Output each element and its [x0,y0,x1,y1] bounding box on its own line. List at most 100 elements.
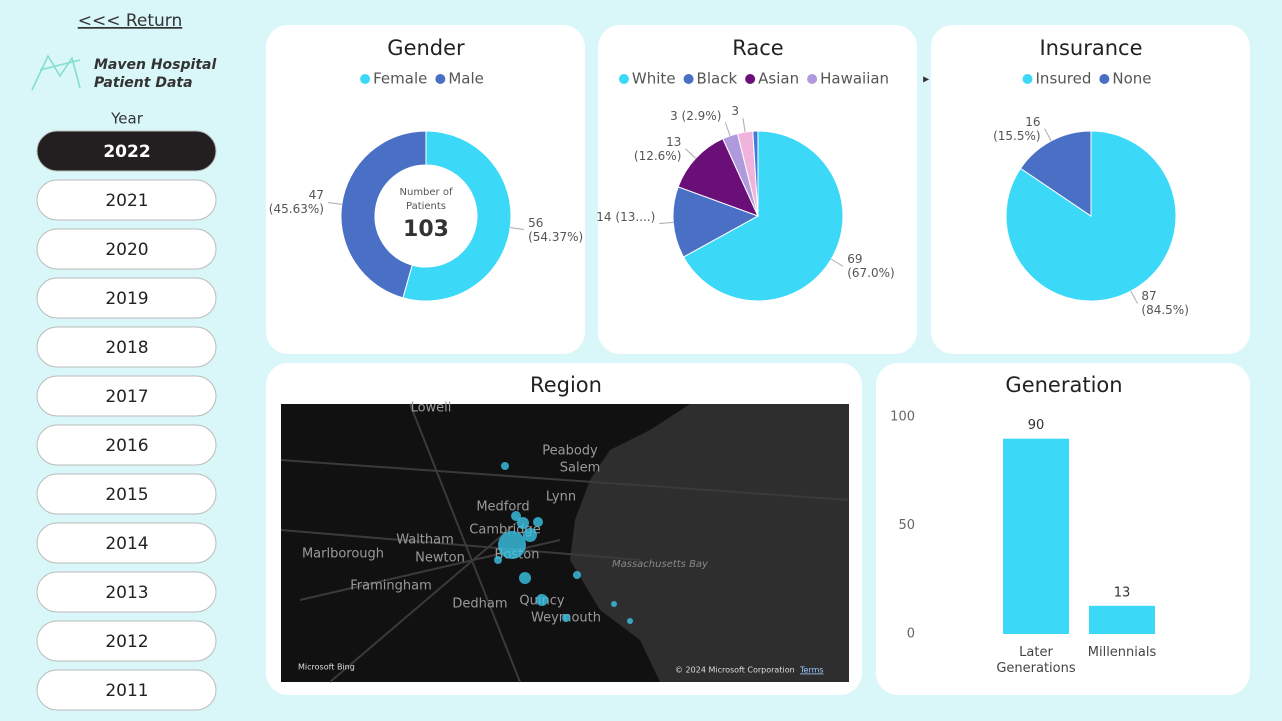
map-place: Marlborough [302,547,384,562]
x-tick-label: Millennials [1087,645,1157,660]
data-label-box: 69 (67.0%) [847,252,895,281]
map-point [494,556,502,564]
chart-title: Region [530,373,602,397]
year-button[interactable] [36,375,217,417]
year-button[interactable] [36,130,217,172]
leader-line [830,258,844,267]
year-label: Year [110,110,144,128]
data-label: 69 (67.0%) [847,252,895,281]
year-button[interactable] [36,228,217,270]
map-attribution: Microsoft Bing [298,663,355,672]
return-link[interactable]: <<< Return [78,11,183,31]
map-copyright: © 2024 Microsoft Corporation [675,666,795,675]
map-place: Peabody [542,444,598,459]
legend-label: Female [373,70,427,88]
year-button[interactable] [36,669,217,711]
data-label-box: 3 (2.9%) [670,109,721,123]
year-button[interactable] [36,179,217,221]
chart-title: Race [732,36,783,60]
legend-label: Male [448,70,484,88]
center-label: Number of Patients [399,187,453,212]
y-tick-label: 50 [898,518,915,533]
map-place: Medford [476,500,529,515]
slice [752,130,759,217]
chart-title: Generation [1005,373,1122,397]
map-point [611,601,617,607]
leader-line [659,221,674,225]
map-place: Dedham [452,597,507,612]
map-place: Framingham [350,579,431,594]
leader-line [685,148,696,159]
slice [340,130,427,299]
road [329,519,521,683]
year-button[interactable] [36,473,217,515]
leader-line [724,122,731,136]
data-label-box: 13 (12.6%) [634,135,681,163]
map-point [517,517,529,529]
data-label: 14 (13....) [596,209,656,224]
legend-swatch [435,74,446,84]
data-label-box: 3 [731,104,739,119]
data-label-box: 16 (15.5%) [993,115,1040,143]
legend-swatch [618,74,629,84]
legend-swatch [683,74,694,84]
year-button-label[interactable]: 2017 [105,387,148,407]
data-label: 87 (84.5%) [1141,289,1189,318]
slice [402,130,512,302]
data-label: 3 [731,104,739,119]
legend-swatch [1099,74,1110,84]
map-point [562,614,570,622]
road [280,459,850,501]
map-point [501,462,509,470]
year-button[interactable] [36,424,217,466]
center-label-box: Number of Patients [399,187,453,212]
slice [682,130,844,302]
road [409,403,521,683]
year-button-label[interactable]: 2016 [105,436,148,456]
x-tick-label-box: Millennials [1087,645,1157,660]
legend-label: Hawaiian [820,70,889,88]
map-point [498,531,526,559]
map-point [533,517,543,527]
map-point [536,594,548,606]
data-label-box: 47 (45.63%) [269,188,324,216]
legend-more[interactable]: ▸ [923,72,929,86]
year-button-label[interactable]: 2020 [105,240,148,260]
road [280,529,641,561]
year-button[interactable] [36,571,217,613]
year-button[interactable] [36,326,217,368]
year-button[interactable] [36,277,217,319]
map-place: Salem [560,461,601,476]
data-label-box: 14 (13....) [596,209,656,224]
x-tick-label: Later Generations [996,645,1076,676]
map-terms[interactable]: Terms [799,666,824,675]
legend: Insured None [1022,70,1151,88]
map-place: Massachusetts Bay [612,559,709,570]
sea [570,404,849,682]
year-button-label[interactable]: 2018 [105,338,148,358]
map-point [523,528,537,542]
data-label: 13 [1114,585,1131,600]
legend-swatch [1022,74,1033,84]
year-button-label[interactable]: 2011 [105,681,148,701]
card [266,25,585,354]
year-button-label[interactable]: 2014 [105,534,148,554]
legend-label: None [1112,70,1151,88]
leader-line [327,201,342,205]
year-button-label[interactable]: 2022 [103,142,150,162]
year-button[interactable] [36,620,217,662]
logo [31,54,81,91]
center-value: 103 [403,217,449,242]
chart-title: Gender [387,36,465,60]
map-place: Waltham [396,533,454,548]
year-button-label[interactable]: 2012 [105,632,148,652]
year-button-label[interactable]: 2013 [105,583,148,603]
leader-line [1130,290,1138,304]
map-point [519,572,531,584]
leader-line [742,118,746,133]
year-button[interactable] [36,522,217,564]
year-button-label[interactable]: 2021 [105,191,148,211]
year-button-label[interactable]: 2015 [105,485,148,505]
year-button-label[interactable]: 2019 [105,289,148,309]
